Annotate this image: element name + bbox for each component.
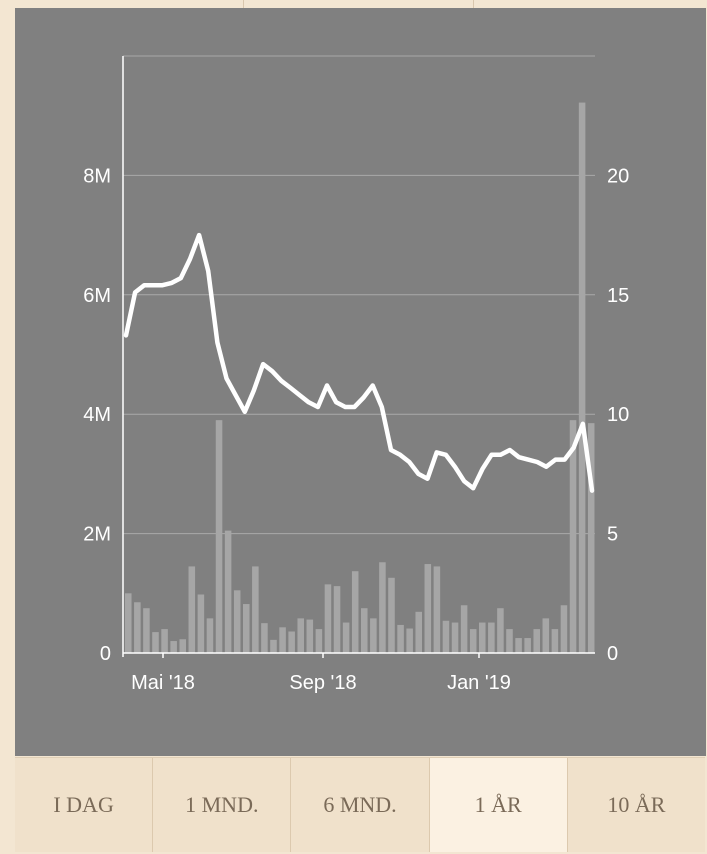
volume-bar	[206, 618, 214, 653]
top-strip-divider	[243, 0, 244, 8]
volume-bar	[578, 102, 586, 654]
volume-bar	[351, 571, 359, 653]
volume-bar	[370, 618, 377, 653]
x-tick-label: Sep '18	[289, 672, 356, 694]
left-tick-label: 0	[100, 643, 111, 665]
volume-bar	[488, 622, 495, 653]
volume-bar	[152, 632, 159, 653]
volume-bar	[143, 608, 150, 653]
volume-bar	[587, 423, 595, 653]
tab-6-mnd[interactable]: 6 MND.	[291, 758, 430, 852]
volume-bar	[479, 622, 486, 653]
volume-bar	[342, 622, 350, 653]
right-tick-label: 10	[607, 404, 629, 426]
volume-bar	[379, 562, 386, 653]
volume-bar	[451, 622, 459, 653]
volume-bar	[161, 629, 168, 653]
volume-bar	[469, 629, 477, 653]
volume-bar	[170, 641, 177, 653]
volume-bar	[397, 624, 404, 653]
volume-bar	[424, 564, 432, 653]
left-tick-label: 4M	[83, 404, 111, 426]
volume-bar	[233, 590, 241, 653]
volume-bar	[406, 628, 413, 653]
volume-bar	[560, 605, 568, 653]
volume-bar	[506, 629, 513, 653]
volume-bar	[524, 638, 531, 653]
volume-bar	[551, 629, 559, 653]
tab-1-ar[interactable]: 1 ÅR	[429, 758, 568, 852]
price-line	[123, 232, 595, 493]
tab-10-ar[interactable]: 10 ÅR	[567, 758, 706, 852]
volume-bar	[270, 639, 277, 653]
right-tick-label: 0	[607, 643, 618, 665]
price-line-layer	[123, 232, 595, 493]
volume-bar	[442, 620, 450, 653]
top-strip	[0, 0, 707, 8]
volume-bars	[125, 102, 595, 654]
volume-bar	[333, 586, 341, 653]
volume-bar	[288, 631, 295, 653]
volume-bar	[261, 623, 268, 653]
top-strip-divider	[473, 0, 474, 8]
range-tabs: I DAG 1 MND. 6 MND. 1 ÅR 10 ÅR	[15, 757, 706, 852]
volume-bar	[460, 605, 468, 653]
volume-bar	[324, 584, 332, 653]
volume-bar	[224, 530, 232, 653]
volume-bar	[388, 577, 395, 653]
right-tick-label: 15	[607, 285, 629, 307]
tab-i-dag[interactable]: I DAG	[15, 758, 154, 852]
volume-bar	[188, 566, 196, 653]
chart-panel: 0 2M 4M 6M 8M 0 5 10 15 20 Mai '18 Sep '18 Jan '19	[15, 8, 706, 756]
volume-bar	[215, 420, 223, 653]
volume-bar	[569, 420, 577, 653]
volume-bar	[497, 608, 504, 653]
volume-bar	[361, 608, 368, 653]
right-tick-label: 5	[607, 524, 618, 546]
volume-bar	[306, 619, 314, 653]
volume-bar	[515, 638, 522, 653]
volume-bar	[252, 566, 259, 653]
grid-layer	[123, 55, 595, 535]
volume-bar	[297, 618, 304, 653]
right-tick-label: 20	[607, 165, 629, 187]
stock-chart: 0 2M 4M 6M 8M 0 5 10 15 20 Mai '18 Sep '18 Jan '19	[83, 55, 629, 694]
volume-bar	[542, 618, 550, 653]
left-tick-label: 6M	[83, 285, 111, 307]
axes	[122, 56, 595, 658]
volume-bar	[134, 602, 141, 653]
x-tick-label: Jan '19	[447, 672, 511, 694]
volume-bar	[279, 627, 286, 653]
volume-bar	[533, 629, 540, 653]
volume-bar	[415, 611, 422, 653]
x-tick-label: Mai '18	[131, 672, 195, 694]
volume-bar	[433, 566, 441, 653]
volume-bar	[315, 629, 323, 653]
volume-bar	[243, 604, 250, 653]
volume-bar	[197, 594, 205, 653]
volume-bar	[179, 639, 186, 653]
left-tick-label: 8M	[83, 165, 111, 187]
tab-1-mnd[interactable]: 1 MND.	[153, 758, 292, 852]
volume-bar	[125, 593, 132, 653]
left-tick-label: 2M	[83, 524, 111, 546]
tick-labels: 0 2M 4M 6M 8M 0 5 10 15 20 Mai '18 Sep '18 Jan '19	[83, 165, 629, 694]
